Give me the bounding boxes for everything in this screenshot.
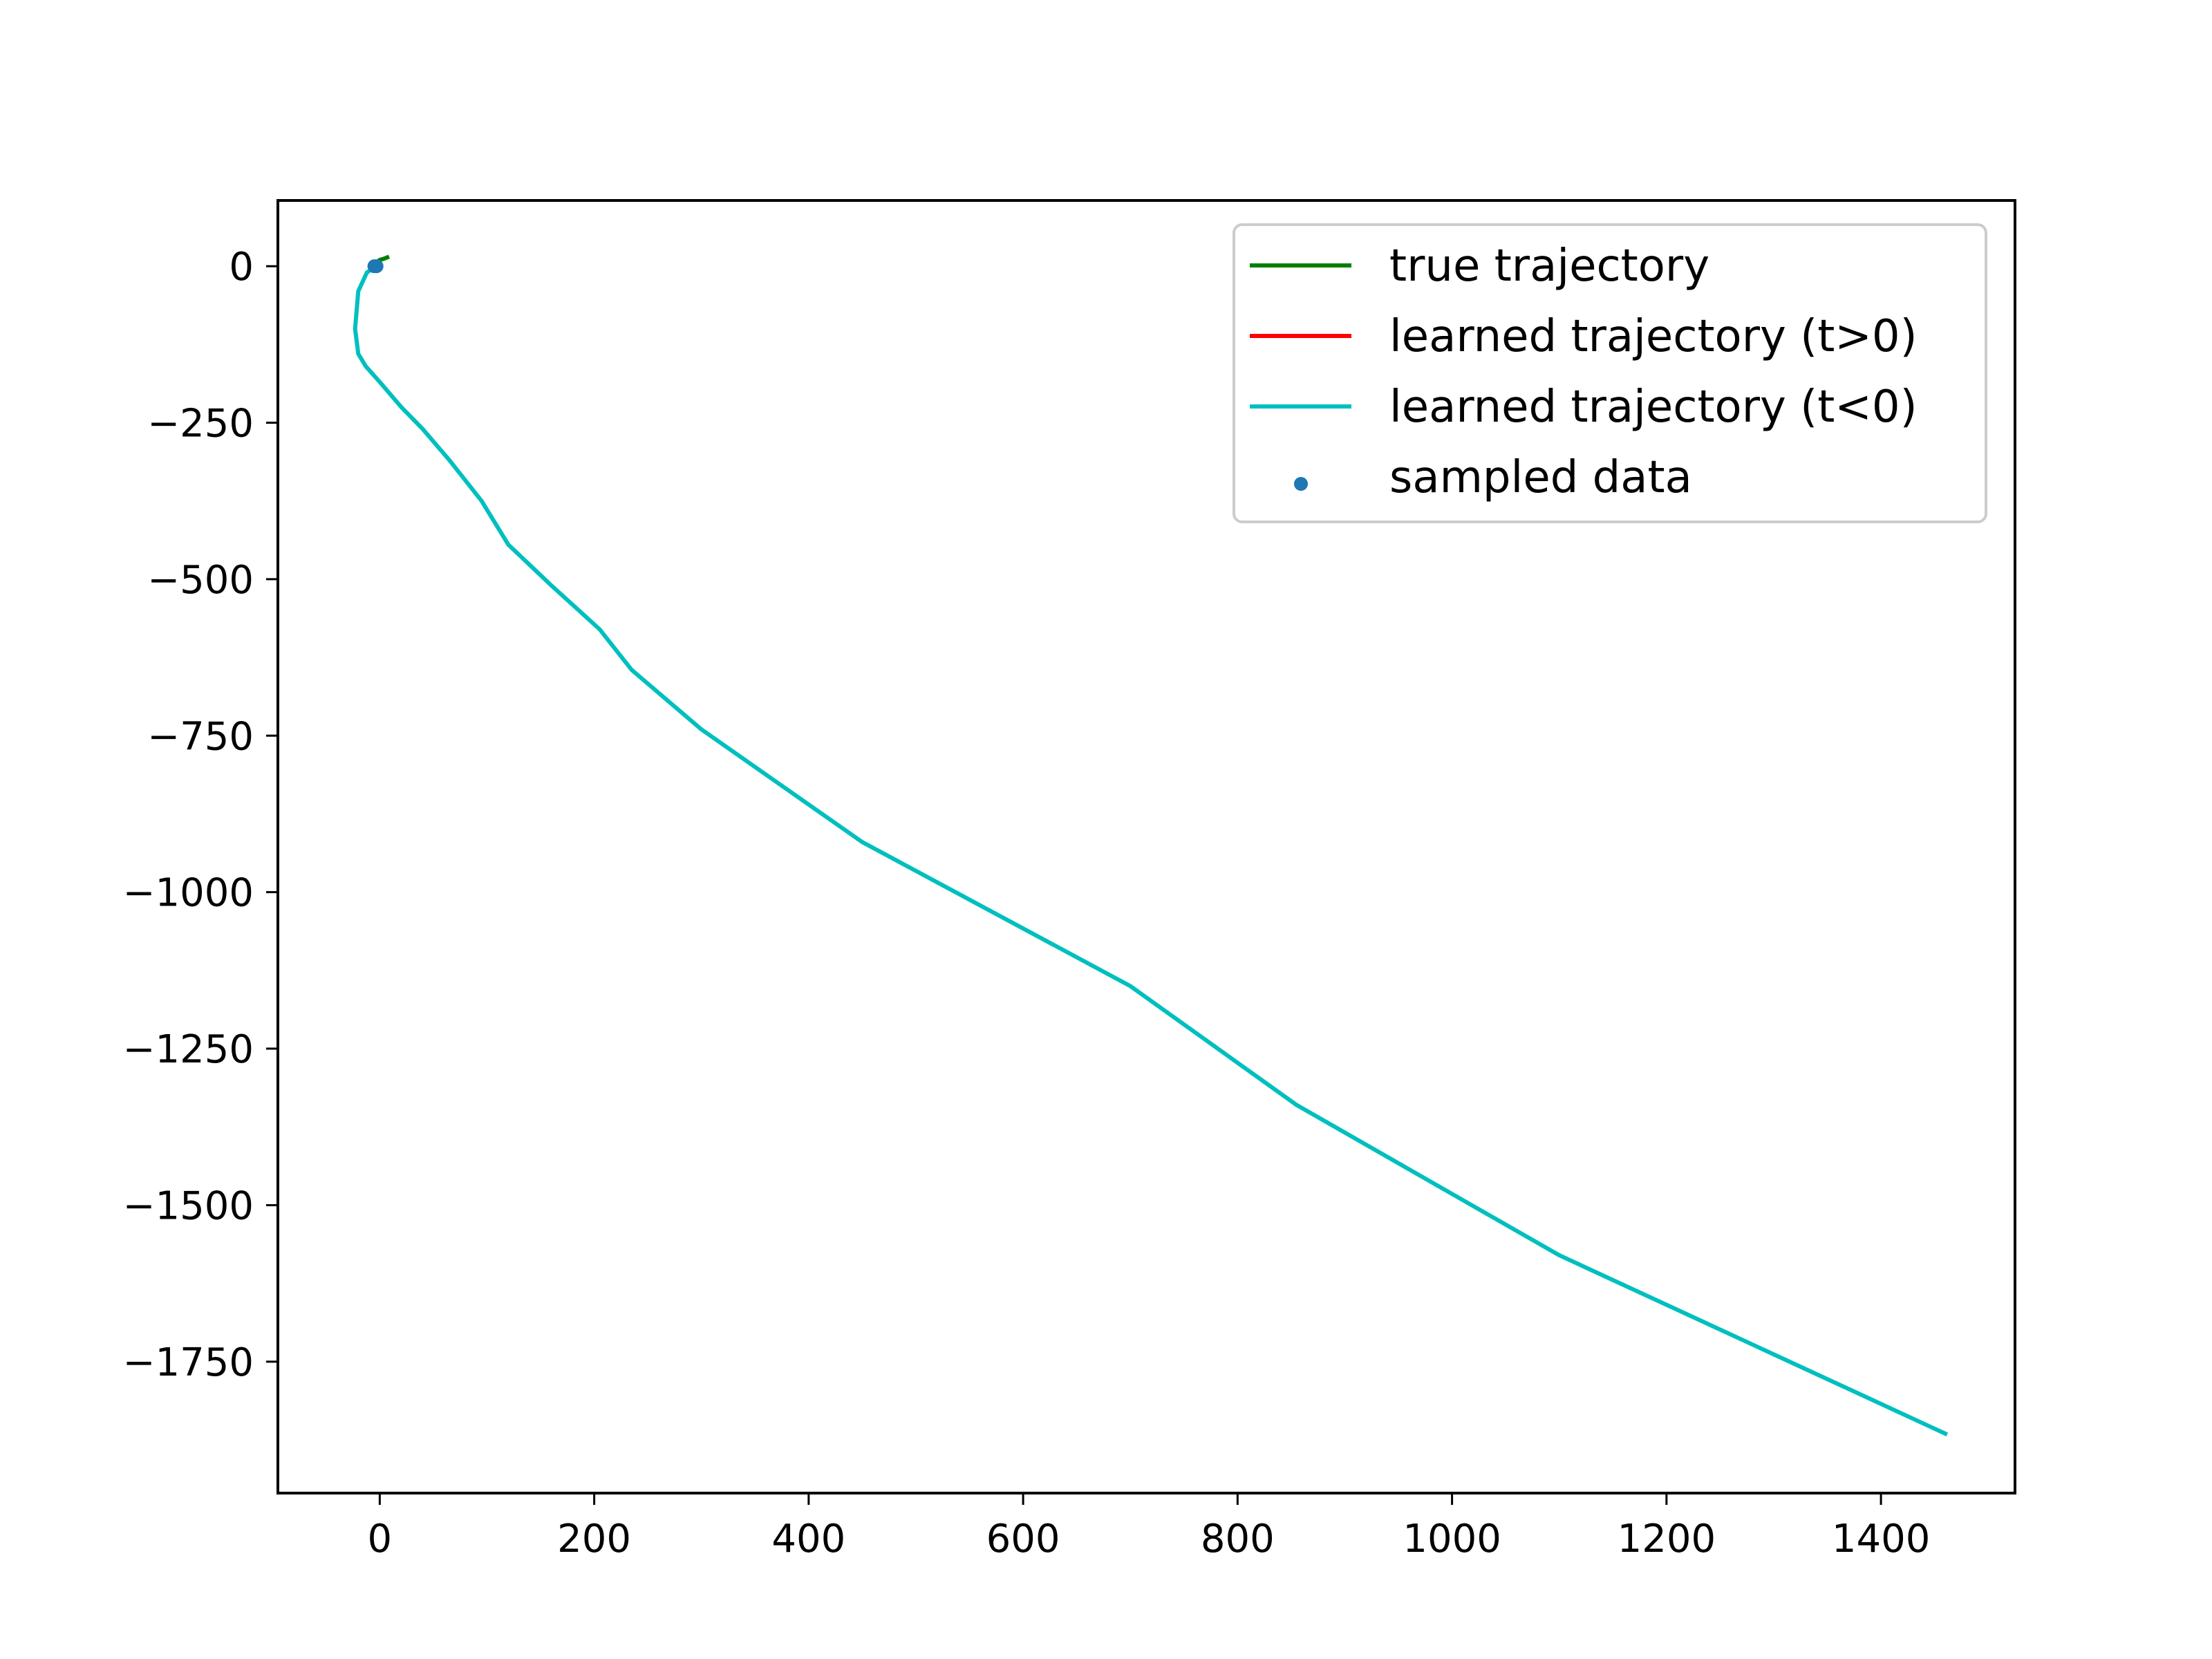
y-tick-label: −1500 (123, 1183, 254, 1228)
y-tick-label: −1750 (123, 1340, 254, 1385)
y-tick-label: −500 (147, 558, 254, 603)
y-tick-label: 0 (229, 245, 254, 290)
x-tick-label: 600 (986, 1517, 1060, 1562)
legend: true trajectory learned trajectory (t>0) l… (1232, 223, 1987, 523)
y-tick-label: −750 (147, 714, 254, 759)
legend-label: learned trajectory (t<0) (1389, 382, 1918, 433)
scatter-point (369, 259, 384, 274)
x-axis: 0 200 400 600 800 1000 1200 1400 (368, 1493, 1931, 1562)
y-axis: 0 −250 −500 −750 −1000 −1250 −1500 −1750 (123, 245, 278, 1385)
legend-label: learned trajectory (t>0) (1389, 311, 1918, 362)
x-tick-label: 800 (1201, 1517, 1275, 1562)
x-tick-label: 1200 (1618, 1517, 1716, 1562)
legend-box (1232, 223, 1987, 523)
x-tick-label: 1400 (1832, 1517, 1931, 1562)
axes-frame (276, 199, 2016, 1494)
series-line-2 (353, 263, 1949, 1436)
plot-layer (353, 254, 1949, 1436)
x-tick-label: 0 (368, 1517, 393, 1562)
x-tick-label: 400 (771, 1517, 845, 1562)
x-tick-label: 200 (557, 1517, 631, 1562)
legend-label: sampled data (1389, 452, 1692, 503)
y-tick-label: −1000 (123, 871, 254, 916)
legend-swatch-marker (1294, 477, 1308, 491)
y-tick-label: −250 (147, 401, 254, 446)
legend-label: true trajectory (1389, 241, 1709, 292)
y-tick-label: −1250 (123, 1027, 254, 1072)
x-tick-label: 1000 (1403, 1517, 1501, 1562)
